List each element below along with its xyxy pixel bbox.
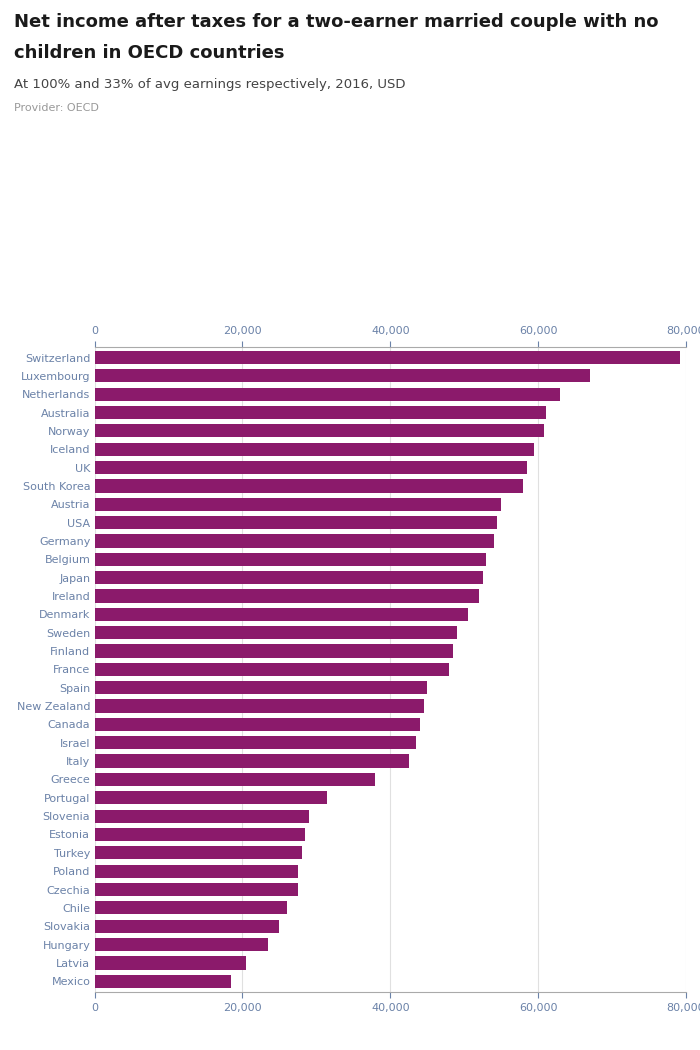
Bar bbox=[94, 645, 453, 657]
Bar bbox=[94, 498, 501, 511]
Bar bbox=[94, 626, 457, 639]
Text: Net income after taxes for a two-earner married couple with no: Net income after taxes for a two-earner … bbox=[14, 13, 659, 30]
Bar bbox=[94, 663, 449, 676]
Bar bbox=[94, 387, 560, 401]
Bar bbox=[94, 957, 246, 969]
Bar bbox=[94, 827, 305, 841]
Bar bbox=[94, 938, 268, 951]
Bar bbox=[94, 699, 424, 713]
Bar bbox=[94, 718, 420, 731]
Bar bbox=[94, 736, 416, 750]
Bar bbox=[94, 846, 302, 860]
Bar bbox=[94, 461, 527, 475]
Bar bbox=[94, 864, 298, 878]
Bar bbox=[94, 681, 427, 694]
Bar bbox=[94, 883, 298, 896]
Bar bbox=[94, 534, 493, 547]
Bar bbox=[94, 792, 328, 804]
Bar bbox=[94, 901, 287, 915]
Bar bbox=[94, 351, 680, 364]
Bar bbox=[94, 755, 409, 768]
Bar bbox=[94, 552, 486, 566]
Bar bbox=[94, 571, 483, 584]
Bar bbox=[94, 920, 279, 932]
Bar bbox=[94, 810, 309, 823]
Bar bbox=[94, 589, 479, 603]
Bar bbox=[94, 516, 498, 529]
Bar bbox=[94, 974, 231, 988]
Bar bbox=[94, 406, 545, 419]
Text: children in OECD countries: children in OECD countries bbox=[14, 44, 284, 62]
Bar bbox=[94, 443, 534, 456]
Bar bbox=[94, 424, 544, 438]
Bar bbox=[94, 608, 468, 621]
Text: Provider: OECD: Provider: OECD bbox=[14, 103, 99, 113]
Text: At 100% and 33% of avg earnings respectively, 2016, USD: At 100% and 33% of avg earnings respecti… bbox=[14, 78, 405, 90]
Text: figure.nz: figure.nz bbox=[575, 20, 657, 37]
Bar bbox=[94, 773, 375, 786]
Bar bbox=[94, 479, 524, 492]
Bar bbox=[94, 370, 590, 382]
